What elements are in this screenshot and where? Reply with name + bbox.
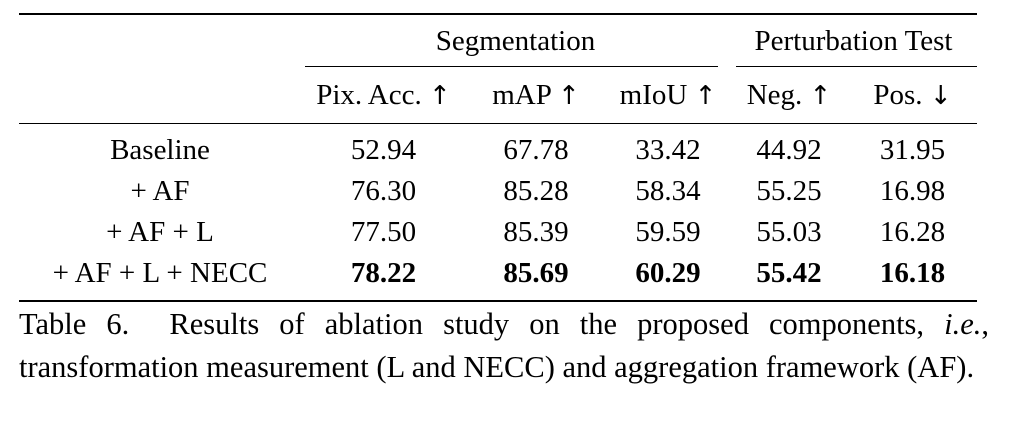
up-arrow-icon: ↑ bbox=[428, 80, 451, 111]
up-arrow-icon: ↑ bbox=[694, 80, 717, 111]
cell-miou: 58.34 bbox=[635, 175, 701, 207]
cell-pix-acc: 77.50 bbox=[350, 216, 417, 248]
column-header-pos: Pos. ↓ bbox=[873, 78, 952, 111]
cell-neg: 55.03 bbox=[756, 216, 822, 248]
row-method: + AF + L + NECC bbox=[52, 257, 268, 289]
ablation-table: Segmentation Perturbation Test Pix. Acc.… bbox=[19, 13, 977, 302]
cell-map: 85.39 bbox=[503, 216, 569, 248]
cell-neg: 55.42 bbox=[756, 257, 822, 289]
caption-label: Table 6. bbox=[19, 307, 130, 341]
row-method: Baseline bbox=[110, 134, 210, 166]
empty-corner bbox=[19, 14, 301, 67]
perturbation-group-header: Perturbation Test bbox=[730, 14, 977, 67]
cell-map: 85.69 bbox=[503, 257, 569, 289]
column-header-pix-acc: Pix. Acc. ↑ bbox=[316, 78, 451, 111]
up-arrow-icon: ↑ bbox=[809, 80, 832, 111]
row-method: + AF bbox=[130, 175, 190, 207]
caption-text-2: , transformation measurement (L and NECC… bbox=[19, 307, 990, 384]
cell-pos: 16.18 bbox=[879, 257, 946, 289]
cell-pos: 16.28 bbox=[879, 216, 946, 248]
perturbation-underline bbox=[736, 66, 977, 67]
column-header-neg: Neg. ↑ bbox=[746, 78, 832, 111]
caption-ie: i.e. bbox=[944, 307, 982, 341]
cell-miou: 60.29 bbox=[635, 257, 701, 289]
cell-miou: 33.42 bbox=[635, 134, 701, 166]
table-caption: Table 6. Results of ablation study on th… bbox=[19, 303, 989, 389]
column-header-miou: mIoU ↑ bbox=[619, 78, 717, 111]
cell-map: 67.78 bbox=[503, 134, 569, 166]
cell-pix-acc: 52.94 bbox=[350, 134, 417, 166]
cell-pix-acc: 76.30 bbox=[350, 175, 417, 207]
cell-map: 85.28 bbox=[503, 175, 569, 207]
column-header-map: mAP ↑ bbox=[492, 78, 580, 111]
up-arrow-icon: ↑ bbox=[558, 80, 580, 111]
perturbation-label: Perturbation Test bbox=[754, 24, 953, 57]
segmentation-group-header: Segmentation bbox=[301, 14, 730, 67]
group-header-row: Segmentation Perturbation Test bbox=[19, 14, 977, 67]
segmentation-underline bbox=[305, 66, 718, 67]
table-row-baseline: Baseline 52.94 67.78 33.42 44.92 31.95 bbox=[19, 123, 977, 172]
down-arrow-icon: ↓ bbox=[929, 80, 952, 111]
cell-neg: 44.92 bbox=[756, 134, 822, 166]
column-header-row: Pix. Acc. ↑ mAP ↑ mIoU ↑ Neg. ↑ Pos. ↓ bbox=[19, 67, 977, 124]
table-row-af-l: + AF + L 77.50 85.39 59.59 55.03 16.28 bbox=[19, 212, 977, 253]
cell-pix-acc: 78.22 bbox=[350, 257, 417, 289]
caption-text-1: Results of ablation study on the propose… bbox=[169, 307, 925, 341]
cell-pos: 16.98 bbox=[879, 175, 946, 207]
ablation-table-container: Segmentation Perturbation Test Pix. Acc.… bbox=[19, 13, 977, 302]
row-method: + AF + L bbox=[106, 216, 214, 248]
method-header bbox=[19, 67, 301, 124]
table-row-af-l-necc: + AF + L + NECC 78.22 85.69 60.29 55.42 … bbox=[19, 253, 977, 301]
cell-neg: 55.25 bbox=[756, 175, 822, 207]
table-row-af: + AF 76.30 85.28 58.34 55.25 16.98 bbox=[19, 171, 977, 212]
cell-miou: 59.59 bbox=[635, 216, 701, 248]
segmentation-label: Segmentation bbox=[435, 24, 596, 57]
cell-pos: 31.95 bbox=[879, 134, 946, 166]
